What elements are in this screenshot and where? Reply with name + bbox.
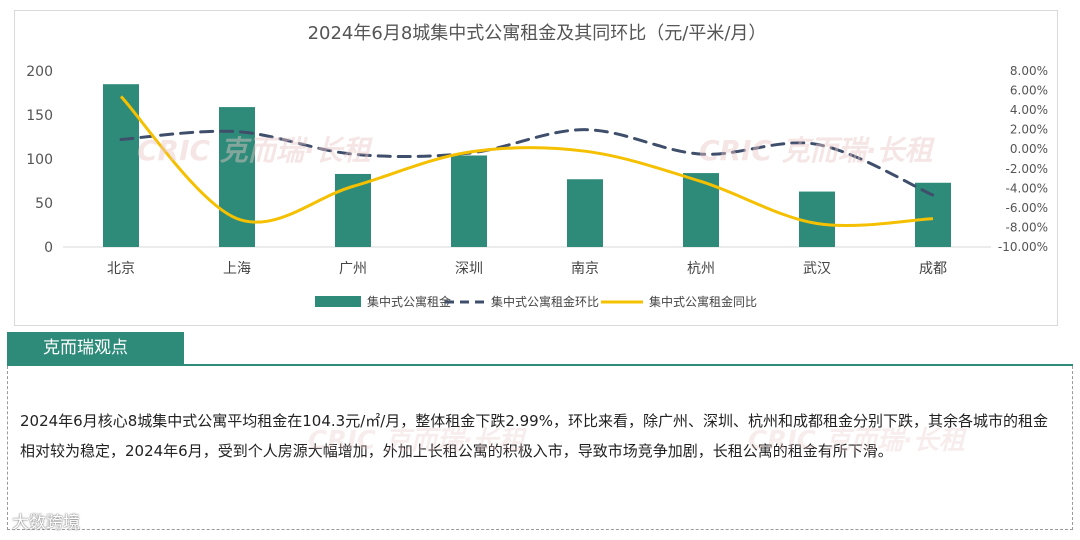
y-right-tick-label: -8.00% [1006,220,1048,234]
line-mom [119,128,935,197]
y-left-tick-label: 150 [26,108,53,124]
line-yoy [119,95,934,227]
y-right-tick-label: 8.00% [1010,64,1048,78]
y-right-tick-label: -4.00% [1006,181,1048,195]
y-right-tick-label: -6.00% [1006,201,1048,215]
x-tick-label: 杭州 [687,261,715,277]
bar-成都 [915,182,951,247]
y-right-tick-label: 6.00% [1010,84,1048,98]
bar-武汉 [799,191,835,247]
x-tick-label: 南京 [571,261,599,277]
footer-watermark: 大数跨境 [12,513,80,533]
y-left-tick-label: 100 [26,152,53,168]
bar-深圳 [451,155,487,247]
bar-北京 [103,84,139,247]
x-tick-label: 广州 [339,261,367,277]
x-tick-label: 武汉 [803,261,831,277]
y-right-tick-label: 4.00% [1010,103,1048,117]
bar-杭州 [683,173,719,247]
legend-swatch-bar [315,296,361,307]
y-left-tick-label: 0 [44,240,53,256]
y-right-tick-label: -10.00% [998,240,1048,254]
viewpoint-text: 2024年6月核心8城集中式公寓平均租金在104.3元/㎡/月，整体租金下跌2.… [20,412,1048,460]
x-tick-label: 成都 [919,261,947,277]
bar-南京 [567,179,603,247]
y-right-tick-label: 2.00% [1010,123,1048,137]
legend-label-mom: 集中式公寓租金环比 [491,294,599,309]
viewpoint-divider [7,364,1073,366]
viewpoint-box: 2024年6月核心8城集中式公寓平均租金在104.3元/㎡/月，整体租金下跌2.… [7,366,1073,530]
x-tick-label: 深圳 [455,261,483,277]
y-left-tick-label: 50 [35,196,53,212]
legend-label-yoy: 集中式公寓租金同比 [649,294,757,309]
legend-label-bar: 集中式公寓租金 [367,294,451,309]
bar-上海 [219,107,255,247]
y-right-tick-label: -2.00% [1006,162,1048,176]
x-tick-label: 上海 [223,261,251,277]
chart-title: 2024年6月8城集中式公寓租金及其同环比（元/平米/月） [308,23,767,44]
x-tick-label: 北京 [107,261,135,277]
chart-svg: 2024年6月8城集中式公寓租金及其同环比（元/平米/月） 0 50 100 150 20… [26,23,1048,309]
y-right-tick-label: 0.00% [1010,142,1048,156]
y-left-tick-label: 200 [26,64,53,80]
viewpoint-title: 克而瑞观点 [7,332,184,364]
chart-panel: 2024年6月8城集中式公寓租金及其同环比（元/平米/月） 0 50 100 150 20… [14,10,1058,326]
